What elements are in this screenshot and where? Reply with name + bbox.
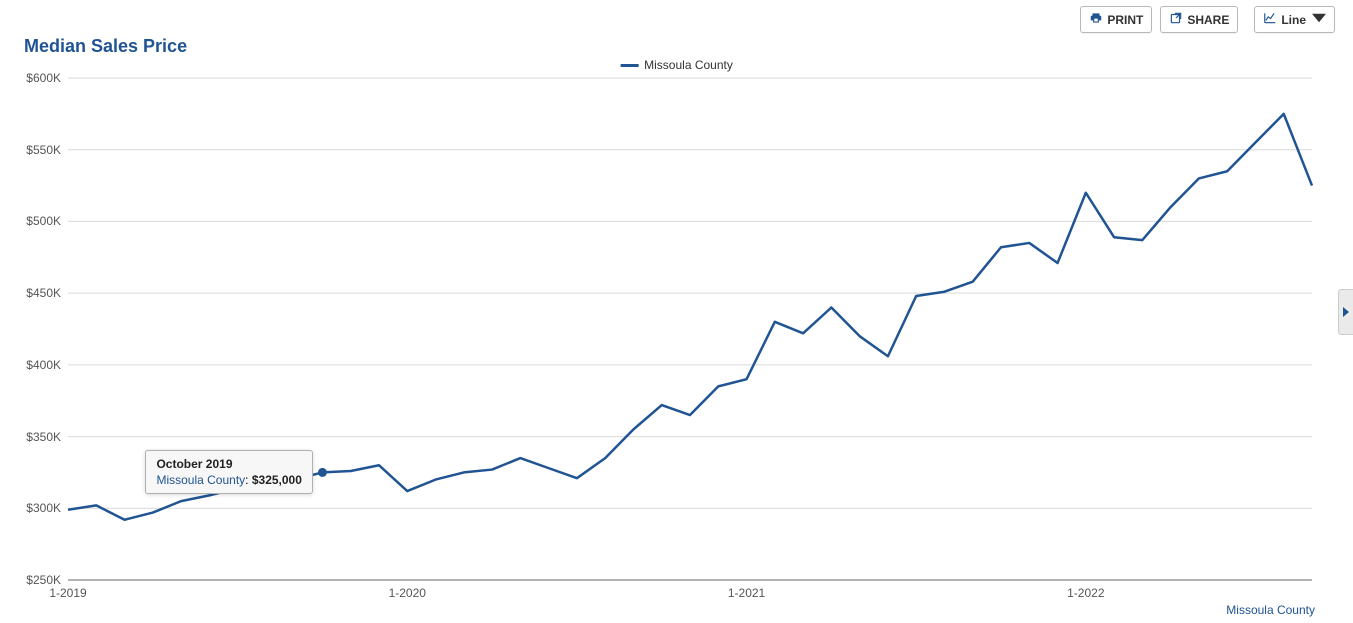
chart-type-label: Line bbox=[1281, 13, 1306, 27]
chart-type-dropdown[interactable]: Line bbox=[1254, 6, 1335, 33]
print-icon bbox=[1089, 11, 1103, 28]
chart-title: Median Sales Price bbox=[24, 36, 187, 57]
chart-legend: Missoula County bbox=[620, 58, 733, 72]
share-button[interactable]: SHARE bbox=[1160, 6, 1238, 33]
print-label: PRINT bbox=[1107, 13, 1143, 27]
y-axis-tick-label: $350K bbox=[6, 430, 61, 444]
chart-tooltip: October 2019 Missoula County: $325,000 bbox=[145, 450, 312, 494]
y-axis-tick-label: $600K bbox=[6, 71, 61, 85]
linechart-icon bbox=[1263, 11, 1277, 28]
share-icon bbox=[1169, 11, 1183, 28]
y-axis-tick-label: $250K bbox=[6, 573, 61, 587]
tooltip-value: $325,000 bbox=[252, 473, 302, 487]
x-axis-tick-label: 1-2020 bbox=[389, 586, 426, 600]
hover-point-marker bbox=[318, 468, 327, 477]
y-axis-tick-label: $500K bbox=[6, 214, 61, 228]
y-axis-tick-label: $300K bbox=[6, 501, 61, 515]
tooltip-series: Missoula County bbox=[156, 473, 245, 487]
x-axis-tick-label: 1-2022 bbox=[1067, 586, 1104, 600]
chart-plot-area[interactable] bbox=[68, 78, 1312, 580]
x-axis-tick-label: 1-2021 bbox=[728, 586, 765, 600]
chevron-down-icon bbox=[1312, 11, 1326, 28]
x-axis-tick-label: 1-2019 bbox=[49, 586, 86, 600]
share-label: SHARE bbox=[1187, 13, 1229, 27]
legend-label: Missoula County bbox=[644, 58, 733, 72]
y-axis-tick-label: $450K bbox=[6, 286, 61, 300]
chart-footer-label: Missoula County bbox=[1226, 603, 1315, 617]
tooltip-title: October 2019 bbox=[156, 457, 301, 471]
legend-swatch bbox=[620, 64, 638, 67]
y-axis-tick-label: $550K bbox=[6, 143, 61, 157]
expand-panel-tab[interactable] bbox=[1338, 289, 1353, 335]
chart-toolbar: PRINT SHARE Line bbox=[1080, 6, 1335, 33]
y-axis-tick-label: $400K bbox=[6, 358, 61, 372]
print-button[interactable]: PRINT bbox=[1080, 6, 1152, 33]
